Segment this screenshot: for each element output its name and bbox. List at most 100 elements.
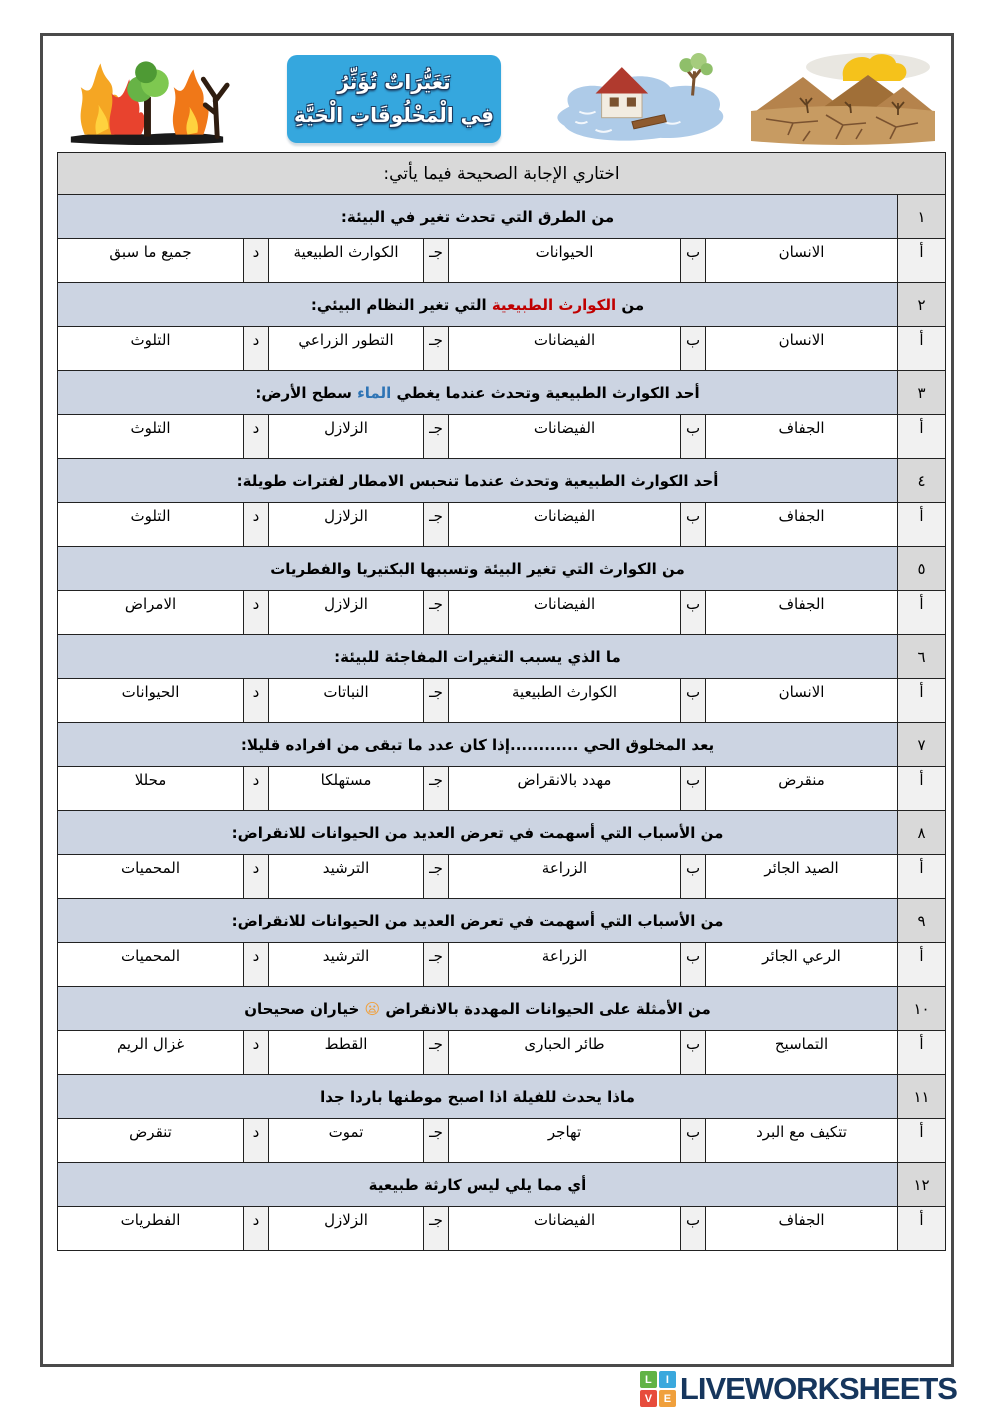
option-choice[interactable]: الفيضانات <box>448 502 682 547</box>
option-letter: ب <box>680 238 707 283</box>
option-letter: ب <box>680 766 707 811</box>
question-title-segment: سطح الأرض: <box>255 383 358 402</box>
option-choice[interactable]: الزلازل <box>268 590 425 635</box>
option-choice[interactable]: الجفاف <box>705 1206 899 1251</box>
option-choice[interactable]: الزلازل <box>268 502 425 547</box>
option-choice[interactable]: تموت <box>268 1118 425 1163</box>
question-number: ٤ <box>897 458 947 503</box>
option-choice[interactable]: مستهلكا <box>268 766 425 811</box>
question-title: من الأسباب التي أسهمت في تعرض العديد من … <box>56 810 899 855</box>
option-choice[interactable]: التلوث <box>56 502 245 547</box>
option-choice[interactable]: الانسان <box>705 678 899 723</box>
question-title-segment: الماء <box>357 383 392 402</box>
option-choice[interactable]: القطط <box>268 1030 425 1075</box>
question-number: ٦ <box>897 634 947 679</box>
logo-letter-e: E <box>658 1390 676 1407</box>
quiz-table: اختاري الإجابة الصحيحة فيما يأتي: ١ من ال… <box>56 152 947 1251</box>
question-title-segment: التي تغير النظام البيئي: <box>310 295 492 314</box>
option-letter: جـ <box>423 1206 450 1251</box>
question-title-row: ١١ ماذا يحدث للفيلة اذا اصبح موطنها باردا… <box>56 1074 947 1119</box>
option-choice[interactable]: الفيضانات <box>448 590 682 635</box>
option-letter: د <box>243 414 270 459</box>
option-choice[interactable]: التطور الزراعي <box>268 326 425 371</box>
question-title: ما الذي يسبب التغيرات المفاجئة للبيئة: <box>56 634 899 679</box>
option-choice[interactable]: الفيضانات <box>448 414 682 459</box>
logo-letter-v: V <box>639 1390 657 1407</box>
option-choice[interactable]: الزراعة <box>448 854 682 899</box>
option-choice[interactable]: الجفاف <box>705 502 899 547</box>
option-choice[interactable]: جميع ما سبق <box>56 238 245 283</box>
option-letter: أ <box>897 1030 947 1075</box>
worksheet-frame: تَغَيُّرَاتٌ تُؤَثِّرُ فِي الْمَخْلُوقَا… <box>40 33 954 1367</box>
option-choice[interactable]: الجفاف <box>705 590 899 635</box>
option-choice[interactable]: الحيوانات <box>56 678 245 723</box>
question-number: ١ <box>897 194 947 239</box>
option-choice[interactable]: الانسان <box>705 238 899 283</box>
option-choice[interactable]: تنقرض <box>56 1118 245 1163</box>
option-letter: أ <box>897 942 947 987</box>
question-options-row: أ الرعي الجائر ب الزراعة جـ الترشيد د المحميات <box>56 942 947 987</box>
option-choice[interactable]: الترشيد <box>268 854 425 899</box>
question-title-segment: من الكوارث التي تغير البيئة وتسببها البك… <box>270 559 685 578</box>
option-choice[interactable]: التلوث <box>56 414 245 459</box>
option-choice[interactable]: الرعي الجائر <box>705 942 899 987</box>
option-choice[interactable]: النباتات <box>268 678 425 723</box>
option-letter: ب <box>680 502 707 547</box>
option-choice[interactable]: الزراعة <box>448 942 682 987</box>
question-title-segment: يعد المخلوق الحي ............إذا كان عدد… <box>240 735 715 754</box>
question-number: ٨ <box>897 810 947 855</box>
question-title-segment: من الأسباب التي أسهمت في تعرض العديد من … <box>231 911 724 930</box>
option-choice[interactable]: التماسيح <box>705 1030 899 1075</box>
option-choice[interactable]: الكوارث الطبيعية <box>448 678 682 723</box>
option-choice[interactable]: الحيوانات <box>448 238 682 283</box>
option-choice[interactable]: الانسان <box>705 326 899 371</box>
option-choice[interactable]: محللا <box>56 766 245 811</box>
question-number: ٧ <box>897 722 947 767</box>
option-choice[interactable]: الامراض <box>56 590 245 635</box>
option-letter: جـ <box>423 1118 450 1163</box>
option-choice[interactable]: تتكيف مع البرد <box>705 1118 899 1163</box>
question-options-row: أ الجفاف ب الفيضانات جـ الزلازل د التلوث <box>56 414 947 459</box>
option-choice[interactable]: الزلازل <box>268 1206 425 1251</box>
option-choice[interactable]: مهدد بالانقراض <box>448 766 682 811</box>
question-number: ٥ <box>897 546 947 591</box>
option-choice[interactable]: المحميات <box>56 942 245 987</box>
option-choice[interactable]: الفطريات <box>56 1206 245 1251</box>
option-choice[interactable]: منقرض <box>705 766 899 811</box>
question-title: ماذا يحدث للفيلة اذا اصبح موطنها باردا ج… <box>56 1074 899 1119</box>
option-letter: جـ <box>423 1030 450 1075</box>
question-title: يعد المخلوق الحي ............إذا كان عدد… <box>56 722 899 767</box>
option-choice[interactable]: التلوث <box>56 326 245 371</box>
option-choice[interactable]: تهاجر <box>448 1118 682 1163</box>
option-choice[interactable]: الفيضانات <box>448 326 682 371</box>
option-letter: ب <box>680 414 707 459</box>
question-title-row: ٧ يعد المخلوق الحي ............إذا كان عد… <box>56 722 947 767</box>
option-letter: د <box>243 942 270 987</box>
question-title: من الكوارث الطبيعية التي تغير النظام الب… <box>56 282 899 327</box>
option-choice[interactable]: الكوارث الطبيعية <box>268 238 425 283</box>
option-choice[interactable]: الجفاف <box>705 414 899 459</box>
question-title-row: ١٢ أي مما يلي ليس كارثة طبيعية <box>56 1162 947 1207</box>
question-title-segment: أي مما يلي ليس كارثة طبيعية <box>368 1175 587 1194</box>
option-choice[interactable]: الصيد الجائر <box>705 854 899 899</box>
question-options-row: أ تتكيف مع البرد ب تهاجر جـ تموت د تنقرض <box>56 1118 947 1163</box>
question-number: ٢ <box>897 282 947 327</box>
option-choice[interactable]: الترشيد <box>268 942 425 987</box>
question-title-segment: ما الذي يسبب التغيرات المفاجئة للبيئة: <box>334 647 621 666</box>
option-letter: جـ <box>423 414 450 459</box>
question-title-row: ٨ من الأسباب التي أسهمت في تعرض العديد من… <box>56 810 947 855</box>
option-choice[interactable]: طائر الحبارى <box>448 1030 682 1075</box>
logo-letter-l: L <box>639 1371 657 1388</box>
option-letter: د <box>243 1118 270 1163</box>
title-line-1: تَغَيُّرَاتٌ تُؤَثِّرُ <box>337 70 451 94</box>
brand-wordmark: LIVEWORKSHEETS <box>679 1371 958 1406</box>
option-letter: د <box>243 238 270 283</box>
option-choice[interactable]: المحميات <box>56 854 245 899</box>
option-choice[interactable]: الزلازل <box>268 414 425 459</box>
option-choice[interactable]: غزال الريم <box>56 1030 245 1075</box>
option-letter: جـ <box>423 678 450 723</box>
option-choice[interactable]: الفيضانات <box>448 1206 682 1251</box>
option-letter: د <box>243 678 270 723</box>
question-options-row: أ منقرض ب مهدد بالانقراض جـ مستهلكا د محللا <box>56 766 947 811</box>
option-letter: جـ <box>423 942 450 987</box>
